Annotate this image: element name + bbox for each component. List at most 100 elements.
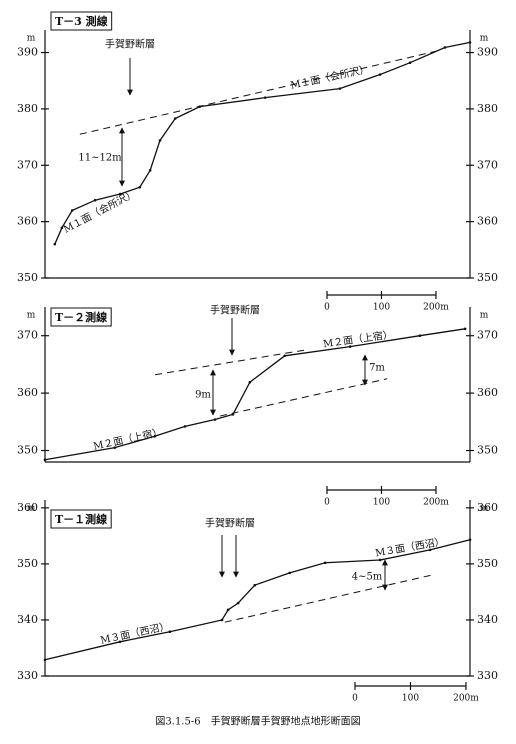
y-tick-label: 330 bbox=[477, 669, 498, 682]
scale-label: 200m bbox=[423, 303, 449, 313]
y-tick-label: 340 bbox=[17, 613, 38, 626]
reference-line bbox=[79, 49, 441, 135]
y-tick-label: 380 bbox=[477, 102, 498, 115]
annotation: 7m bbox=[369, 363, 385, 374]
profile-point bbox=[378, 73, 382, 76]
y-tick-label: 380 bbox=[17, 102, 38, 115]
y-tick-label: 360 bbox=[477, 386, 498, 399]
profile-point bbox=[263, 96, 267, 99]
profile-point bbox=[43, 658, 47, 662]
y-tick-label: 360 bbox=[477, 215, 498, 228]
unit-label: m bbox=[27, 504, 36, 514]
reference-line bbox=[224, 574, 432, 623]
panel-title: T－１測線 bbox=[55, 512, 107, 526]
y-tick-label: 330 bbox=[17, 669, 38, 682]
profile-point bbox=[118, 192, 122, 196]
profile-point bbox=[148, 169, 152, 172]
profile-point bbox=[418, 334, 422, 338]
y-tick-label: 370 bbox=[477, 158, 498, 171]
scale-label: 100 bbox=[373, 498, 390, 508]
panel-title: T－２測線 bbox=[55, 310, 107, 324]
profile-point bbox=[468, 538, 472, 542]
y-tick-label: 350 bbox=[17, 271, 38, 284]
profile-point bbox=[183, 425, 187, 428]
profile-point bbox=[231, 413, 235, 416]
y-tick-label: 350 bbox=[17, 444, 38, 457]
title-box bbox=[50, 307, 112, 327]
unit-label: m bbox=[27, 34, 36, 44]
profile-point bbox=[173, 117, 177, 120]
y-tick-label: 390 bbox=[17, 46, 38, 59]
title-box bbox=[50, 509, 112, 529]
profile-point bbox=[220, 618, 224, 622]
profile-line bbox=[54, 41, 471, 245]
unit-label: m bbox=[480, 504, 489, 514]
y-tick-label: 370 bbox=[17, 158, 38, 171]
y-tick-label: 360 bbox=[477, 501, 498, 514]
annotation: 手賀野断層 bbox=[105, 38, 155, 51]
annotation: 9m bbox=[195, 390, 211, 401]
annotation: M２面（上宿） bbox=[322, 328, 393, 351]
scale-label: 0 bbox=[352, 694, 358, 704]
panel-title: T－3 測線 bbox=[55, 14, 108, 28]
y-tick-label: 390 bbox=[477, 46, 498, 59]
scale-label: 200m bbox=[423, 498, 449, 508]
profile-point bbox=[93, 198, 97, 202]
profile-point bbox=[168, 630, 172, 634]
y-tick-label: 340 bbox=[477, 613, 498, 626]
reference-line bbox=[154, 349, 305, 376]
profile-point bbox=[288, 571, 291, 575]
unit-label: m bbox=[480, 34, 489, 44]
title-box bbox=[50, 11, 113, 31]
unit-label: m bbox=[27, 311, 36, 321]
profile-point bbox=[428, 548, 432, 552]
scale-label: 0 bbox=[324, 303, 330, 313]
profile-point bbox=[468, 41, 472, 44]
y-tick-label: 360 bbox=[17, 501, 38, 514]
profile-line bbox=[44, 539, 471, 661]
y-tick-label: 360 bbox=[17, 215, 38, 228]
y-tick-label: 360 bbox=[17, 386, 38, 399]
profile-point bbox=[158, 139, 162, 142]
profile-point bbox=[138, 185, 142, 189]
annotation: M３面（西沼） bbox=[99, 619, 170, 646]
profile-point bbox=[118, 640, 122, 644]
scale-label: 200m bbox=[453, 694, 479, 704]
profile-point bbox=[248, 380, 252, 384]
profile-point bbox=[348, 345, 352, 348]
y-tick-label: 350 bbox=[17, 557, 38, 570]
profile-point bbox=[43, 458, 47, 462]
annotation: 手賀野断層 bbox=[210, 304, 260, 317]
y-tick-label: 370 bbox=[477, 329, 498, 342]
annotation: 手賀野断層 bbox=[205, 517, 255, 530]
unit-label: m bbox=[480, 311, 489, 321]
y-tick-label: 370 bbox=[17, 329, 38, 342]
profile-point bbox=[283, 354, 287, 358]
y-tick-label: 350 bbox=[477, 557, 498, 570]
profile-point bbox=[60, 226, 64, 230]
profile-point bbox=[113, 446, 117, 449]
annotation: M１面（会所沢） bbox=[289, 62, 370, 91]
profile-point bbox=[378, 558, 382, 562]
y-tick-label: 350 bbox=[477, 271, 498, 284]
profile-point bbox=[463, 327, 467, 331]
profile-point bbox=[70, 209, 74, 212]
profile-point bbox=[408, 61, 412, 64]
scale-label: 100 bbox=[402, 694, 419, 704]
profile-point bbox=[213, 418, 217, 421]
profile-point bbox=[53, 242, 57, 246]
reference-line bbox=[219, 378, 388, 417]
annotation: 4~5m bbox=[352, 572, 383, 583]
annotation: M３面（西沼） bbox=[374, 535, 445, 560]
arrows bbox=[119, 58, 388, 591]
profile-point bbox=[253, 583, 257, 587]
profile-point bbox=[338, 87, 342, 90]
profile-point bbox=[198, 105, 202, 108]
profile-point bbox=[236, 601, 240, 605]
caption: 図3.1.5-6 手賀野断層手賀野地点地形断面図 bbox=[155, 715, 360, 728]
profile-point bbox=[153, 434, 157, 438]
profile-point bbox=[443, 46, 447, 49]
scale-label: 100 bbox=[373, 303, 390, 313]
annotation: 11~12m bbox=[78, 153, 122, 164]
